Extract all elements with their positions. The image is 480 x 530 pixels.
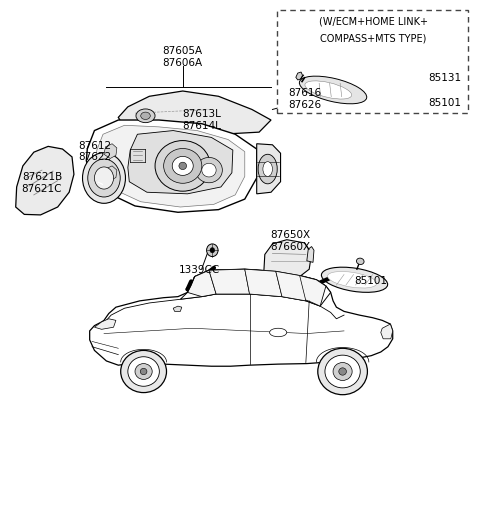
Ellipse shape bbox=[339, 368, 347, 375]
Polygon shape bbox=[296, 72, 302, 80]
Polygon shape bbox=[86, 120, 257, 213]
Text: 87621B
87621C: 87621B 87621C bbox=[22, 172, 62, 194]
Ellipse shape bbox=[206, 244, 218, 257]
Polygon shape bbox=[96, 125, 245, 207]
Bar bbox=[277, 11, 468, 113]
Polygon shape bbox=[188, 270, 216, 297]
Ellipse shape bbox=[179, 162, 187, 170]
Polygon shape bbox=[300, 276, 326, 306]
Ellipse shape bbox=[318, 348, 367, 395]
Text: 85131: 85131 bbox=[429, 73, 462, 83]
Ellipse shape bbox=[333, 363, 352, 381]
Ellipse shape bbox=[140, 368, 147, 375]
Polygon shape bbox=[90, 269, 393, 366]
Ellipse shape bbox=[172, 156, 193, 175]
Ellipse shape bbox=[164, 148, 202, 183]
Text: 87612
87622: 87612 87622 bbox=[78, 141, 111, 163]
Polygon shape bbox=[264, 240, 312, 279]
Polygon shape bbox=[209, 269, 250, 294]
Polygon shape bbox=[245, 269, 282, 297]
Ellipse shape bbox=[135, 364, 152, 379]
Text: COMPASS+MTS TYPE): COMPASS+MTS TYPE) bbox=[321, 33, 427, 43]
Ellipse shape bbox=[196, 157, 222, 183]
Polygon shape bbox=[104, 144, 117, 158]
Ellipse shape bbox=[88, 159, 120, 197]
Text: 87613L
87614L: 87613L 87614L bbox=[182, 109, 221, 131]
Text: 87616
87626: 87616 87626 bbox=[288, 88, 321, 110]
Ellipse shape bbox=[83, 153, 125, 204]
Ellipse shape bbox=[325, 355, 360, 388]
Text: (W/ECM+HOME LINK+: (W/ECM+HOME LINK+ bbox=[319, 16, 428, 26]
Ellipse shape bbox=[300, 76, 367, 104]
Polygon shape bbox=[257, 144, 281, 194]
Ellipse shape bbox=[128, 357, 159, 386]
Ellipse shape bbox=[136, 109, 155, 122]
Text: 1339CC: 1339CC bbox=[179, 266, 220, 275]
Text: 85101: 85101 bbox=[429, 98, 461, 108]
Polygon shape bbox=[95, 319, 116, 329]
Polygon shape bbox=[180, 269, 331, 306]
Text: 87650X
87660X: 87650X 87660X bbox=[270, 231, 310, 252]
Polygon shape bbox=[276, 271, 306, 301]
Ellipse shape bbox=[155, 140, 210, 191]
Ellipse shape bbox=[305, 81, 352, 99]
Ellipse shape bbox=[141, 112, 150, 119]
Ellipse shape bbox=[120, 350, 167, 393]
Ellipse shape bbox=[95, 167, 114, 189]
Polygon shape bbox=[118, 91, 271, 134]
Polygon shape bbox=[104, 166, 117, 181]
Polygon shape bbox=[173, 306, 182, 312]
Polygon shape bbox=[128, 130, 233, 194]
Polygon shape bbox=[16, 146, 74, 215]
Ellipse shape bbox=[357, 258, 364, 264]
Ellipse shape bbox=[258, 154, 277, 184]
Text: 87605A
87606A: 87605A 87606A bbox=[163, 46, 203, 67]
Ellipse shape bbox=[322, 267, 388, 293]
Polygon shape bbox=[381, 324, 393, 339]
Ellipse shape bbox=[327, 271, 377, 288]
Text: 85101: 85101 bbox=[355, 276, 388, 286]
Ellipse shape bbox=[210, 248, 215, 253]
Polygon shape bbox=[307, 246, 314, 262]
Ellipse shape bbox=[263, 162, 273, 176]
Ellipse shape bbox=[270, 328, 287, 337]
Ellipse shape bbox=[202, 163, 216, 177]
